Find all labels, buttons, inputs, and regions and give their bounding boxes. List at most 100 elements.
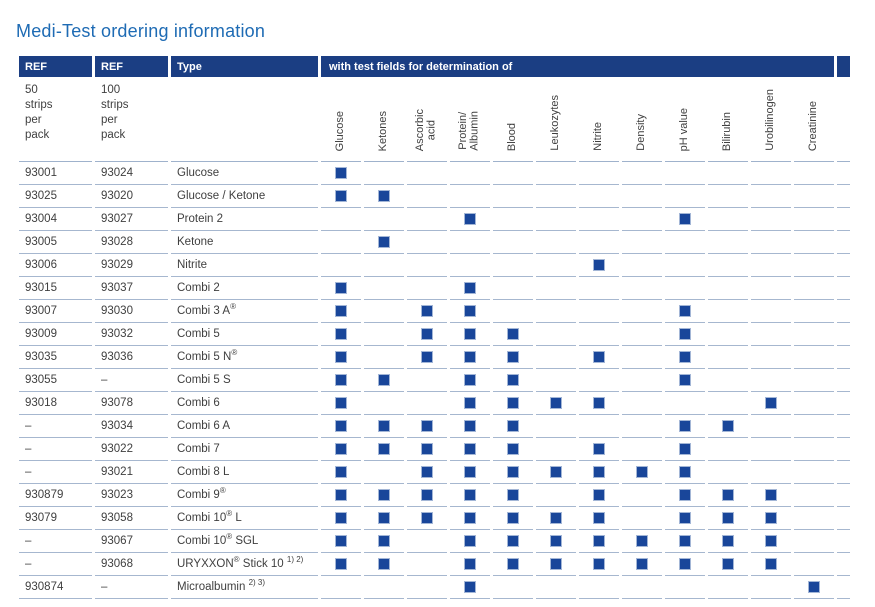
test-field-marker xyxy=(464,488,476,501)
test-field-marker xyxy=(464,350,476,363)
test-field-marker xyxy=(507,557,519,570)
field-cell xyxy=(708,300,748,323)
field-cell xyxy=(708,415,748,438)
field-cell xyxy=(579,277,619,300)
field-cell xyxy=(708,254,748,277)
test-field-marker xyxy=(679,465,691,478)
row-spacer xyxy=(837,530,851,553)
field-cell xyxy=(536,162,576,185)
field-cell xyxy=(579,576,619,599)
test-field-marker xyxy=(464,534,476,547)
ref-100-cell: 93036 xyxy=(95,346,168,369)
table-row: 93035 93036 Combi 5 N® xyxy=(19,346,851,369)
field-cell xyxy=(665,415,705,438)
field-column-label-text: Density xyxy=(635,114,648,151)
test-field-marker xyxy=(335,534,347,547)
ref-100-cell: 93068 xyxy=(95,553,168,576)
table-body: 93001 93024 Glucose 93025 93020 Glucose / Ket… xyxy=(19,162,851,599)
field-cell xyxy=(622,346,662,369)
ref-100-cell: 93037 xyxy=(95,277,168,300)
field-cell xyxy=(321,369,361,392)
test-field-marker xyxy=(464,419,476,432)
field-cell xyxy=(536,254,576,277)
ref-50-cell: 93007 xyxy=(19,300,92,323)
test-field-marker xyxy=(679,557,691,570)
field-cell xyxy=(450,162,490,185)
field-cell xyxy=(364,300,404,323)
test-field-marker xyxy=(722,557,734,570)
field-cell xyxy=(321,553,361,576)
field-cell xyxy=(407,484,447,507)
field-cell xyxy=(665,461,705,484)
ref-50-cell: 93004 xyxy=(19,208,92,231)
field-cell xyxy=(536,484,576,507)
field-column-label: pH value xyxy=(665,77,705,162)
test-field-marker xyxy=(464,580,476,593)
field-cell xyxy=(579,507,619,530)
field-cell xyxy=(493,185,533,208)
field-column-label: Blood xyxy=(493,77,533,162)
test-field-marker xyxy=(636,465,648,478)
field-cell xyxy=(622,392,662,415)
pack-size-50-label: 50 strips per pack xyxy=(19,77,92,162)
field-cell xyxy=(579,300,619,323)
table-row: 93001 93024 Glucose xyxy=(19,162,851,185)
field-cell xyxy=(493,254,533,277)
ref-50-cell: 93035 xyxy=(19,346,92,369)
field-cell xyxy=(536,185,576,208)
field-cell xyxy=(321,185,361,208)
ref-100-cell: – xyxy=(95,369,168,392)
field-cell xyxy=(407,300,447,323)
field-cell xyxy=(321,507,361,530)
field-cell xyxy=(493,530,533,553)
test-field-marker xyxy=(507,465,519,478)
field-cell xyxy=(407,392,447,415)
type-cell: Combi 9® xyxy=(171,484,318,507)
test-field-marker xyxy=(507,350,519,363)
field-cell xyxy=(665,300,705,323)
ref-50-cell: 93025 xyxy=(19,185,92,208)
field-cell xyxy=(794,392,835,415)
field-cell xyxy=(794,208,835,231)
field-cell xyxy=(622,162,662,185)
type-cell: Glucose xyxy=(171,162,318,185)
field-cell xyxy=(794,415,835,438)
test-field-marker xyxy=(464,327,476,340)
field-cell xyxy=(321,484,361,507)
table-row: –93034 Combi 6 A xyxy=(19,415,851,438)
field-cell xyxy=(450,254,490,277)
field-cell xyxy=(364,323,404,346)
field-cell xyxy=(708,507,748,530)
table-subheader-row: 50 strips per pack 100 strips per pack G… xyxy=(19,77,851,162)
table-row: –93068 URYXXON® Stick 10 1) 2) xyxy=(19,553,851,576)
field-cell xyxy=(622,369,662,392)
test-field-marker xyxy=(378,511,390,524)
field-column-label: Ascorbic acid xyxy=(407,77,447,162)
col-header-test-fields: with test fields for determination of xyxy=(321,56,835,77)
field-cell xyxy=(579,323,619,346)
test-field-marker xyxy=(593,511,605,524)
test-field-marker xyxy=(679,442,691,455)
field-cell xyxy=(665,530,705,553)
field-cell xyxy=(536,392,576,415)
field-cell xyxy=(364,254,404,277)
field-cell xyxy=(493,507,533,530)
field-cell xyxy=(321,231,361,254)
ordering-table: REF REF Type with test fields for determ… xyxy=(16,56,853,599)
test-field-marker xyxy=(421,304,433,317)
field-cell xyxy=(622,438,662,461)
test-field-marker xyxy=(679,350,691,363)
field-cell xyxy=(751,231,791,254)
type-cell: Combi 10® L xyxy=(171,507,318,530)
field-column-label-text: Leukozytes xyxy=(549,95,562,151)
field-cell xyxy=(751,553,791,576)
field-cell xyxy=(708,461,748,484)
row-spacer xyxy=(837,185,851,208)
test-field-marker xyxy=(507,511,519,524)
field-cell xyxy=(751,162,791,185)
field-column-label-text: Protein/ Albumin xyxy=(457,111,481,151)
field-cell xyxy=(407,254,447,277)
field-cell xyxy=(794,438,835,461)
field-cell xyxy=(622,553,662,576)
test-field-marker xyxy=(593,258,605,271)
